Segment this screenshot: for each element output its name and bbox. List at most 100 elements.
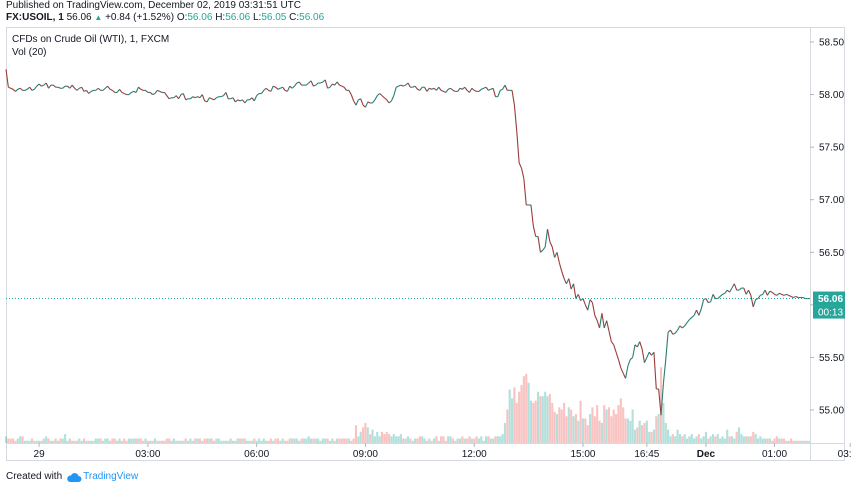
volume-bar <box>513 387 516 443</box>
price-segment <box>102 87 106 91</box>
price-segment <box>332 83 335 86</box>
price-segment <box>783 293 787 296</box>
symbol-name[interactable]: FX:USOIL, 1 <box>6 12 64 23</box>
volume-bar <box>151 440 154 443</box>
price-segment <box>572 283 577 299</box>
price-segment <box>313 84 317 87</box>
price-segment <box>403 84 406 87</box>
volume-bar <box>496 436 499 443</box>
last-price: 56.06 <box>66 12 92 23</box>
volume-bar <box>612 409 615 443</box>
price-segment <box>57 86 61 89</box>
y-tick-label: 58.00 <box>819 90 844 101</box>
volume-bar <box>477 438 481 443</box>
volume-bar <box>19 436 22 443</box>
volume-bar <box>499 436 502 443</box>
volume-bar <box>288 438 291 443</box>
price-segment <box>445 88 449 93</box>
price-segment <box>400 84 404 87</box>
volume-bar <box>624 418 627 443</box>
price-segment <box>213 97 217 101</box>
price-segment <box>603 320 608 329</box>
volume-bar <box>359 431 362 443</box>
volume-bar <box>432 438 436 443</box>
tradingview-brand-link[interactable]: TradingView <box>83 471 139 482</box>
price-segment <box>138 86 142 90</box>
x-tick-label: 09:00 <box>353 449 378 460</box>
volume-bar <box>108 440 112 443</box>
volume-bar <box>723 438 726 443</box>
volume-bar <box>655 416 658 443</box>
price-segment <box>589 299 593 304</box>
price-segment <box>242 99 246 104</box>
price-segment <box>440 89 444 92</box>
volume-bar <box>92 440 95 443</box>
price-segment <box>398 84 402 87</box>
price-segment <box>511 90 515 106</box>
price-segment <box>10 87 14 90</box>
price-segment <box>674 329 679 334</box>
volume-bar <box>737 427 741 443</box>
volume-bar <box>241 438 244 443</box>
volume-bar <box>782 438 786 443</box>
high-label: H: <box>215 12 226 23</box>
price-segment <box>577 294 582 301</box>
volume-bar <box>711 434 715 443</box>
x-tick-label: 03:00 <box>135 449 160 460</box>
price-segment <box>232 97 236 103</box>
chart-frame <box>6 27 845 461</box>
volume-bar <box>631 409 634 443</box>
price-segment <box>315 82 319 86</box>
price-segment <box>386 99 390 104</box>
volume-bar <box>340 438 343 443</box>
volume-bar <box>335 438 339 443</box>
volume-bar <box>447 436 450 443</box>
price-segment <box>81 86 85 92</box>
volume-bar <box>182 440 185 443</box>
volume-bar <box>492 438 495 443</box>
price-segment <box>771 291 775 295</box>
price-segment <box>97 87 101 91</box>
close-label: C: <box>289 12 300 23</box>
volume-bar <box>203 438 206 443</box>
price-segment <box>5 69 9 88</box>
volume-bar <box>629 420 632 443</box>
volume-bar <box>636 427 639 443</box>
price-segment <box>154 90 158 94</box>
volume-bar <box>324 438 327 443</box>
price-segment <box>518 162 523 169</box>
price-segment <box>561 271 565 279</box>
volume-bar <box>700 438 703 443</box>
price-segment <box>339 84 343 87</box>
volume-bar <box>352 438 355 443</box>
volume-bar <box>309 438 313 443</box>
volume-bar <box>9 438 12 443</box>
price-segment <box>769 290 773 293</box>
y-tick-label: 56.50 <box>819 248 844 259</box>
price-segment <box>750 295 754 308</box>
volume-bar <box>187 440 190 443</box>
volume-bar <box>319 440 322 443</box>
volume-bar <box>659 367 663 443</box>
volume-bar <box>236 438 239 443</box>
volume-bar <box>250 440 253 443</box>
price-segment <box>90 89 94 92</box>
volume-bar <box>804 440 807 443</box>
price-segment <box>665 332 669 360</box>
price-segment <box>584 304 589 311</box>
price-segment <box>310 80 314 87</box>
volume-bar <box>397 436 400 443</box>
volume-bar <box>362 427 365 443</box>
price-segment <box>282 86 286 91</box>
volume-bar <box>683 434 686 443</box>
volume-bar <box>30 438 34 443</box>
price-segment <box>738 287 742 291</box>
price-segment <box>348 90 352 95</box>
price-segment <box>459 87 463 90</box>
price-segment <box>393 87 397 96</box>
price-segment <box>672 332 676 335</box>
price-segment <box>450 87 454 91</box>
price-segment <box>632 344 636 358</box>
price-segment <box>107 85 111 90</box>
